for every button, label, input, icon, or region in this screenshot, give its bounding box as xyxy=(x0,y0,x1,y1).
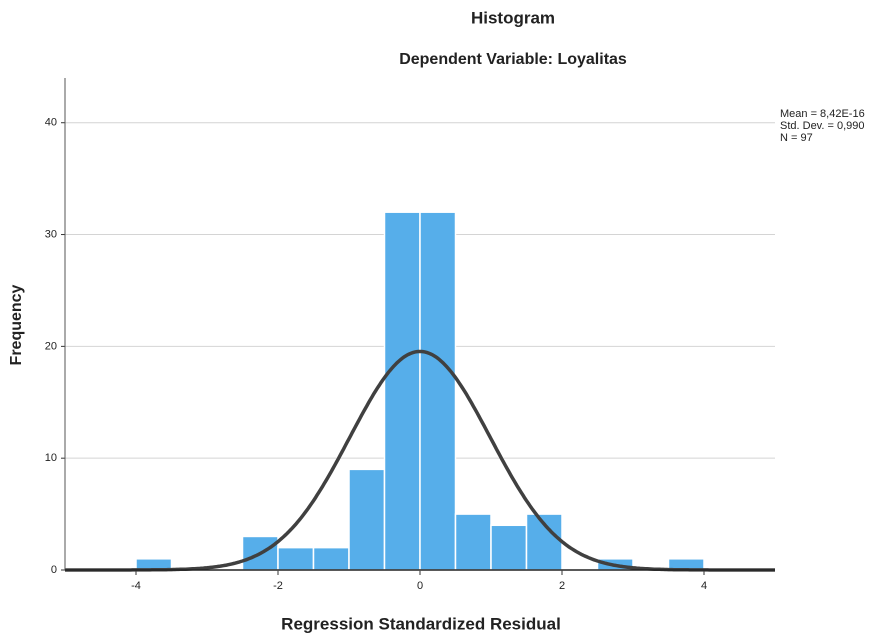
stat-std-dev: Std. Dev. = 0,990 xyxy=(780,120,865,132)
chart-subtitle: Dependent Variable: Loyalitas xyxy=(399,51,627,68)
bar xyxy=(348,468,386,571)
x-tick-label: 4 xyxy=(701,580,707,592)
y-tick-label: 30 xyxy=(45,228,57,240)
y-tick-label: 0 xyxy=(51,564,57,576)
stat-mean: Mean = 8,42E-16 xyxy=(780,108,865,120)
bar xyxy=(419,211,457,571)
bar xyxy=(312,546,350,571)
y-axis-label: Frequency xyxy=(8,284,25,365)
bar xyxy=(277,546,315,571)
x-tick-label: -4 xyxy=(131,580,141,592)
y-tick-label: 20 xyxy=(45,340,57,352)
normal-curve xyxy=(65,349,775,572)
x-axis-label: Regression Standardized Residual xyxy=(281,614,561,633)
x-tick-label: 0 xyxy=(417,580,423,592)
x-tick-label: 2 xyxy=(559,580,565,592)
y-tick-label: 10 xyxy=(45,452,57,464)
x-tick-label: -2 xyxy=(273,580,283,592)
y-tick-label: 40 xyxy=(45,117,57,129)
stat-n: N = 97 xyxy=(780,132,813,144)
bar xyxy=(383,211,421,571)
bar xyxy=(490,524,528,571)
chart-title: Histogram xyxy=(471,8,555,27)
bar xyxy=(454,513,492,571)
